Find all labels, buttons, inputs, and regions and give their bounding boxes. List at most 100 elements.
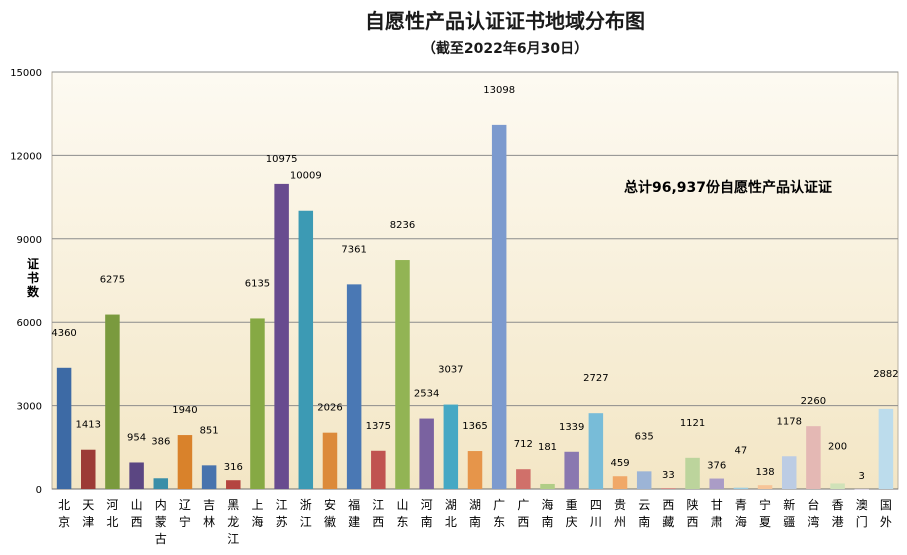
bar[interactable] (298, 210, 314, 489)
bar[interactable] (56, 367, 72, 489)
y-tick-label: 3000 (17, 402, 42, 413)
bar[interactable] (709, 478, 724, 489)
data-label: 8236 (390, 220, 415, 231)
data-label: 3 (859, 471, 865, 482)
bar[interactable] (81, 449, 96, 489)
bar[interactable] (781, 456, 797, 489)
bar[interactable] (105, 314, 120, 489)
x-tick-label: 山西 (131, 498, 143, 529)
x-tick-label: 台湾 (807, 497, 819, 529)
x-tick-label: 广西 (517, 498, 529, 529)
bar[interactable] (322, 432, 338, 489)
x-tick-label: 上海 (251, 498, 263, 529)
bar[interactable] (806, 426, 821, 489)
y-tick-label: 9000 (17, 235, 42, 246)
bar[interactable] (878, 408, 894, 489)
data-label: 13098 (483, 85, 515, 96)
x-tick-label: 辽宁 (179, 498, 191, 529)
x-tick-label: 浙江 (300, 498, 312, 529)
y-axis-label: 证书数 (27, 257, 40, 299)
x-tick-label: 云南 (638, 498, 650, 529)
y-tick-label: 12000 (10, 151, 42, 162)
bar[interactable] (830, 483, 845, 489)
bar[interactable] (636, 471, 652, 489)
data-label: 2534 (414, 389, 439, 400)
data-label: 459 (610, 458, 629, 469)
data-label: 10975 (266, 154, 298, 165)
data-label: 1121 (680, 418, 705, 429)
x-tick-label: 江西 (372, 498, 384, 529)
x-tick-label: 江苏 (276, 498, 288, 529)
y-tick-label: 0 (36, 485, 42, 496)
plot-background (51, 71, 899, 490)
chart-subtitle: （截至2022年6月30日） (422, 40, 588, 57)
bar[interactable] (733, 487, 749, 489)
x-tick-label: 贵州 (614, 498, 626, 529)
y-tick-label: 6000 (17, 318, 42, 329)
data-label: 635 (635, 431, 654, 442)
data-label: 1178 (777, 416, 802, 427)
bar[interactable] (371, 450, 386, 489)
bar[interactable] (588, 413, 604, 489)
x-tick-label: 广东 (493, 498, 505, 529)
x-tick-label: 吉林 (203, 498, 215, 529)
data-label: 3037 (438, 365, 463, 376)
bar[interactable] (153, 478, 169, 489)
bar[interactable] (661, 488, 676, 489)
bar[interactable] (443, 404, 459, 489)
data-label: 954 (127, 432, 146, 443)
bar[interactable] (685, 457, 700, 489)
x-tick-label: 湖北 (445, 497, 457, 529)
bar[interactable] (540, 483, 555, 489)
bar[interactable] (516, 469, 531, 489)
bar[interactable] (491, 124, 507, 489)
bar[interactable] (854, 488, 869, 490)
bar[interactable] (346, 284, 362, 489)
bar[interactable] (201, 465, 217, 489)
x-tick-label: 海南 (542, 497, 554, 529)
x-tick-label: 陕西 (687, 497, 699, 529)
data-label: 2260 (801, 396, 826, 407)
bar[interactable] (250, 318, 265, 489)
bar[interactable] (129, 462, 144, 489)
data-label: 10009 (290, 171, 322, 182)
data-label: 33 (662, 470, 675, 481)
data-label: 376 (707, 461, 726, 472)
data-label: 7361 (341, 244, 366, 255)
x-tick-label: 福建 (348, 497, 360, 529)
x-tick-label: 内蒙古 (155, 498, 167, 546)
bar[interactable] (177, 435, 193, 489)
x-tick-label: 西藏 (662, 498, 674, 529)
x-tick-label: 山东 (396, 498, 408, 529)
data-label: 2882 (873, 369, 898, 380)
x-tick-label: 澳门 (856, 498, 868, 529)
data-label: 1365 (462, 421, 487, 432)
x-tick-label: 四川 (590, 498, 602, 529)
data-label: 4360 (51, 328, 76, 339)
bar[interactable] (564, 451, 579, 489)
bar[interactable] (612, 476, 628, 489)
bar[interactable] (226, 480, 241, 489)
chart-title: 自愿性产品认证证书地域分布图 (365, 9, 645, 33)
data-label: 2727 (583, 373, 608, 384)
data-label: 2026 (317, 403, 342, 414)
data-label: 1339 (559, 422, 584, 433)
x-tick-label: 河南 (421, 498, 433, 529)
x-tick-label: 天津 (82, 498, 94, 529)
x-tick-label: 重庆 (566, 498, 578, 529)
bar[interactable] (467, 451, 483, 489)
bar[interactable] (757, 485, 773, 489)
x-tick-label: 国外 (880, 498, 892, 529)
x-tick-label: 甘肃 (711, 498, 723, 529)
data-label: 1413 (76, 420, 101, 431)
data-label: 1940 (172, 405, 197, 416)
bar[interactable] (274, 183, 289, 489)
y-tick-label: 15000 (10, 68, 42, 79)
chart-annotation: 总计96,937份自愿性产品认证证 (624, 179, 832, 196)
bar[interactable] (395, 260, 410, 489)
data-label: 138 (756, 467, 775, 478)
x-tick-label: 北京 (58, 498, 70, 529)
bar[interactable] (419, 418, 434, 489)
